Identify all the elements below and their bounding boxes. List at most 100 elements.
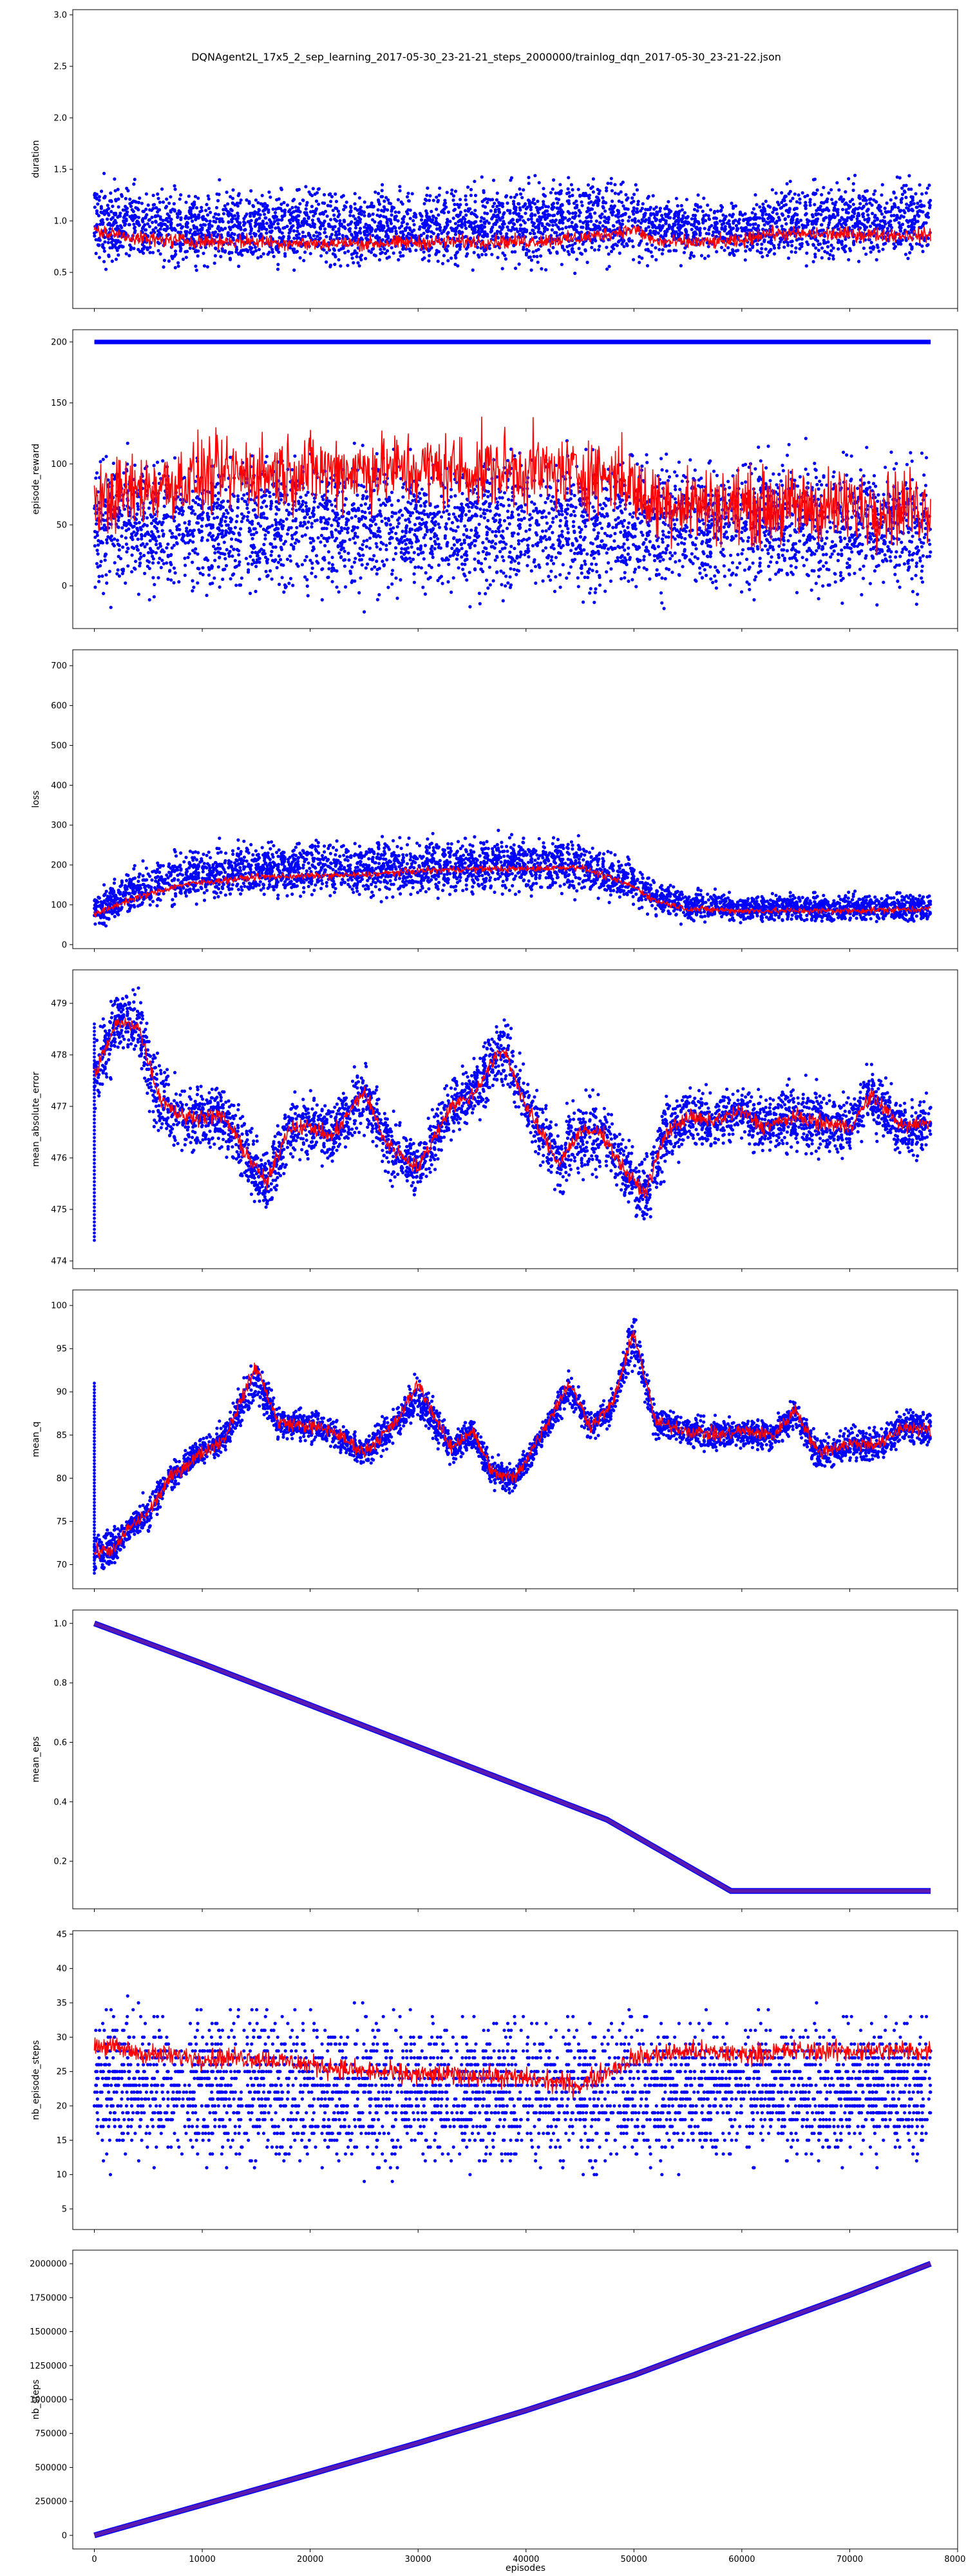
scatter-point: [714, 216, 719, 220]
scatter-point: [298, 507, 301, 511]
scatter-point: [422, 226, 426, 230]
scatter-point: [551, 516, 555, 520]
scatter-point: [667, 200, 670, 204]
scatter-point: [408, 208, 412, 212]
scatter-point: [515, 227, 518, 231]
scatter-point: [120, 526, 124, 530]
scatter-point: [819, 204, 822, 208]
scatter-point: [472, 251, 476, 254]
scatter-point: [133, 231, 137, 234]
scatter-point: [749, 228, 753, 232]
scatter-point: [607, 252, 611, 256]
scatter-point: [706, 254, 710, 258]
scatter-point: [404, 228, 408, 232]
scatter-point: [542, 229, 547, 233]
scatter-point: [524, 211, 527, 215]
scatter-point: [528, 231, 533, 235]
scatter-point: [513, 195, 516, 199]
scatter-point: [263, 216, 267, 220]
scatter-point: [274, 226, 278, 230]
scatter-point: [611, 526, 615, 529]
scatter-point: [890, 225, 894, 229]
scatter-point: [133, 178, 137, 182]
scatter-point: [595, 195, 599, 199]
scatter-point: [827, 223, 831, 227]
scatter-point: [148, 208, 152, 212]
scatter-point: [922, 204, 926, 208]
scatter-point: [667, 249, 671, 253]
scatter-point: [392, 251, 395, 255]
scatter-point: [571, 193, 574, 198]
scatter-point: [742, 218, 746, 222]
scatter-point: [616, 209, 620, 213]
scatter-point: [165, 216, 169, 221]
scatter-point: [679, 218, 683, 222]
scatter-point: [647, 225, 650, 229]
scatter-point: [906, 220, 910, 224]
scatter-point: [607, 265, 611, 269]
scatter-point: [98, 238, 102, 242]
scatter-point: [798, 539, 802, 543]
scatter-point: [912, 225, 916, 229]
scatter-point: [266, 252, 270, 256]
scatter-point: [738, 561, 742, 565]
scatter-point: [158, 217, 163, 221]
scatter-point: [878, 219, 883, 223]
scatter-point: [380, 251, 384, 254]
scatter-point: [508, 211, 512, 215]
scatter-point: [760, 209, 764, 213]
scatter-point: [178, 210, 182, 214]
scatter-point: [630, 218, 634, 222]
scatter-point: [858, 202, 862, 205]
scatter-point: [135, 512, 139, 516]
scatter-point: [95, 211, 99, 215]
scatter-point: [683, 246, 687, 250]
scatter-point: [454, 256, 458, 260]
scatter-point: [869, 224, 873, 228]
scatter-point: [892, 214, 896, 218]
scatter-point: [225, 190, 229, 194]
scatter-point: [246, 220, 250, 223]
scatter-point: [894, 196, 898, 200]
scatter-point: [829, 249, 833, 252]
scatter-point: [581, 242, 585, 246]
scatter-point: [247, 200, 251, 204]
scatter-point: [196, 581, 200, 585]
scatter-point: [827, 191, 831, 195]
y-axis-duration: 0.51.01.52.02.53.0: [53, 11, 73, 278]
scatter-point: [258, 213, 262, 217]
scatter-point: [236, 506, 240, 510]
scatter-point: [419, 566, 424, 570]
scatter-point: [504, 257, 508, 261]
scatter-point: [460, 502, 464, 506]
scatter-point: [771, 211, 775, 214]
scatter-point: [831, 202, 835, 205]
scatter-point: [473, 220, 477, 224]
scatter-point: [889, 214, 893, 218]
scatter-point: [853, 209, 857, 213]
scatter-point: [630, 239, 634, 243]
scatter-point: [637, 219, 641, 223]
scatter-point: [518, 223, 523, 227]
scatter-point: [752, 598, 756, 602]
scatter-point: [485, 578, 489, 582]
scatter-point: [258, 225, 261, 229]
scatter-point: [895, 218, 898, 222]
scatter-point: [670, 225, 675, 229]
scatter-point: [211, 538, 214, 542]
scatter-point: [424, 198, 428, 202]
scatter-point: [824, 241, 828, 245]
scatter-point: [581, 225, 585, 229]
scatter-point: [352, 441, 356, 445]
scatter-point: [577, 209, 581, 213]
scatter-point: [639, 221, 643, 225]
scatter-point: [924, 191, 928, 195]
scatter-point: [417, 491, 422, 495]
scatter-point: [649, 250, 653, 254]
scatter-point: [632, 193, 636, 196]
scatter-point: [348, 210, 352, 214]
scatter-point: [654, 218, 659, 222]
scatter-point: [104, 455, 108, 459]
scatter-point: [263, 213, 267, 216]
